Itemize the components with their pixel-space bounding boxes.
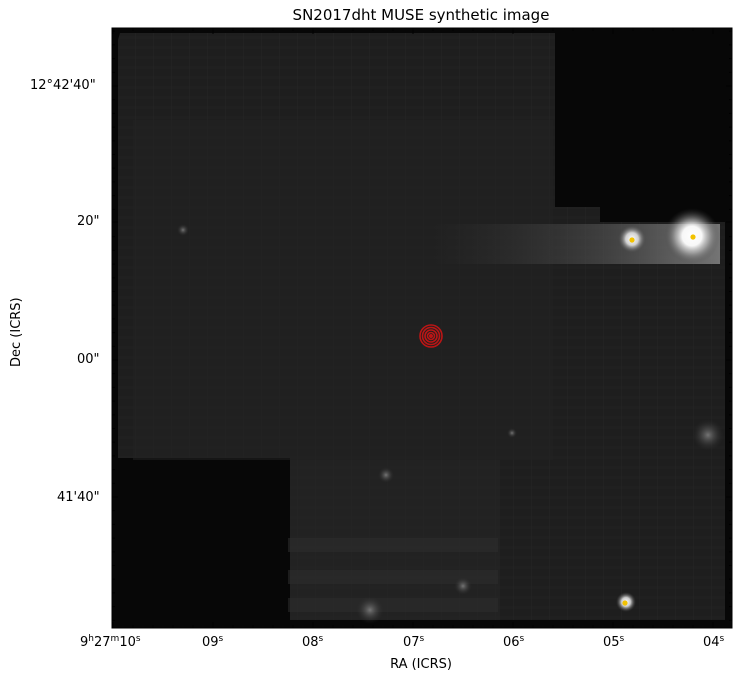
x-tick-label: 05s	[603, 634, 625, 650]
muse-field	[118, 33, 725, 624]
x-tick-label: 08s	[302, 634, 324, 650]
y-tick-label: 41'40"	[57, 490, 100, 505]
star-marker-dot	[622, 600, 628, 606]
x-axis-label: RA (ICRS)	[390, 657, 452, 672]
y-axis-label: Dec (ICRS)	[9, 297, 24, 367]
x-tick-label: 07s	[403, 634, 425, 650]
axes-frame	[111, 27, 733, 629]
x-tick-label: 9h27m10s	[80, 634, 141, 650]
star-sources	[616, 208, 720, 612]
axis-ticks	[112, 28, 732, 628]
figure-title: SN2017dht MUSE synthetic image	[292, 6, 550, 24]
y-tick-label: 20"	[77, 214, 100, 229]
x-tick-label: 06s	[503, 634, 525, 650]
x-tick-label: 09s	[202, 634, 224, 650]
y-tick-label: 12°42'40"	[30, 78, 96, 93]
y-tick-label: 00"	[77, 352, 100, 367]
sn-marker	[419, 324, 443, 348]
star-marker-dot	[690, 234, 696, 240]
x-tick-label: 04s	[703, 634, 725, 650]
star-marker-dot	[629, 237, 635, 243]
